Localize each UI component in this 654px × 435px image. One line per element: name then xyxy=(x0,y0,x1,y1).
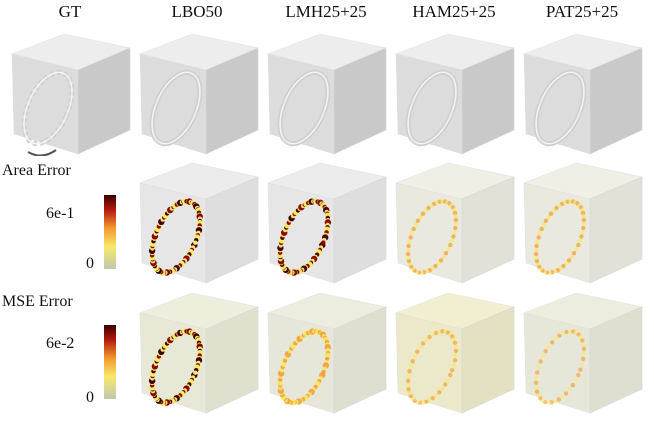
area-render-lbo50 xyxy=(134,155,262,285)
area-render-ham xyxy=(390,155,518,285)
surface-feature xyxy=(21,69,75,156)
colorbar-area: 6e-1 0 xyxy=(0,185,130,305)
error-heat-ring xyxy=(405,329,459,405)
column-header-gt: GT xyxy=(58,2,82,21)
geometry-render-lbo50 xyxy=(134,26,262,156)
geometry-render-pat xyxy=(518,26,646,156)
cube-render xyxy=(394,162,515,284)
cube-render xyxy=(522,292,643,414)
cube-render xyxy=(394,292,515,414)
cube-render xyxy=(266,162,387,284)
column-header-lmh: LMH25+25 xyxy=(285,2,367,21)
colorbar-area-min-label: 0 xyxy=(86,255,94,272)
error-heat-ring xyxy=(148,328,204,406)
cube-render xyxy=(266,292,387,414)
cube-render xyxy=(266,33,387,155)
geometry-render-ham xyxy=(390,26,518,156)
error-heat-ring xyxy=(405,199,459,275)
surface-feature xyxy=(405,69,459,147)
mse-render-ham xyxy=(390,285,518,415)
surface-feature xyxy=(277,69,331,147)
area-render-lmh xyxy=(262,155,390,285)
error-heat-ring xyxy=(276,328,331,406)
cube-render xyxy=(394,33,515,155)
mse-render-lmh xyxy=(262,285,390,415)
column-header-pat: PAT25+25 xyxy=(545,2,619,21)
colorbar-mse-max-label: 6e-2 xyxy=(46,335,75,352)
colorbar-mse-min-label: 0 xyxy=(86,389,94,406)
geometry-render-gt xyxy=(6,26,134,156)
cube-render xyxy=(522,162,643,284)
row-label-mse-error: MSE Error xyxy=(2,293,73,310)
cube-render xyxy=(138,162,259,284)
cube-render xyxy=(10,33,131,156)
row-label-area-error: Area Error xyxy=(2,162,71,179)
cube-render xyxy=(138,33,259,155)
error-heat-ring xyxy=(533,329,587,405)
mse-render-pat xyxy=(518,285,646,415)
area-render-pat xyxy=(518,155,646,285)
geometry-render-lmh xyxy=(262,26,390,156)
cube-render xyxy=(138,292,259,414)
colorbar-area-max-label: 6e-1 xyxy=(46,205,75,222)
error-heat-ring xyxy=(276,198,332,276)
column-header-ham: HAM25+25 xyxy=(412,2,496,21)
surface-feature xyxy=(149,69,203,147)
cube-render xyxy=(522,33,643,155)
mse-render-lbo50 xyxy=(134,285,262,415)
error-heat-ring xyxy=(533,199,587,275)
colorbar-mse: 6e-2 0 xyxy=(0,315,130,435)
surface-feature xyxy=(533,69,587,147)
colorbar-area-gradient xyxy=(104,195,116,269)
column-header-lbo50: LBO50 xyxy=(171,2,223,21)
colorbar-mse-gradient xyxy=(104,325,116,399)
error-heat-ring xyxy=(148,198,204,276)
